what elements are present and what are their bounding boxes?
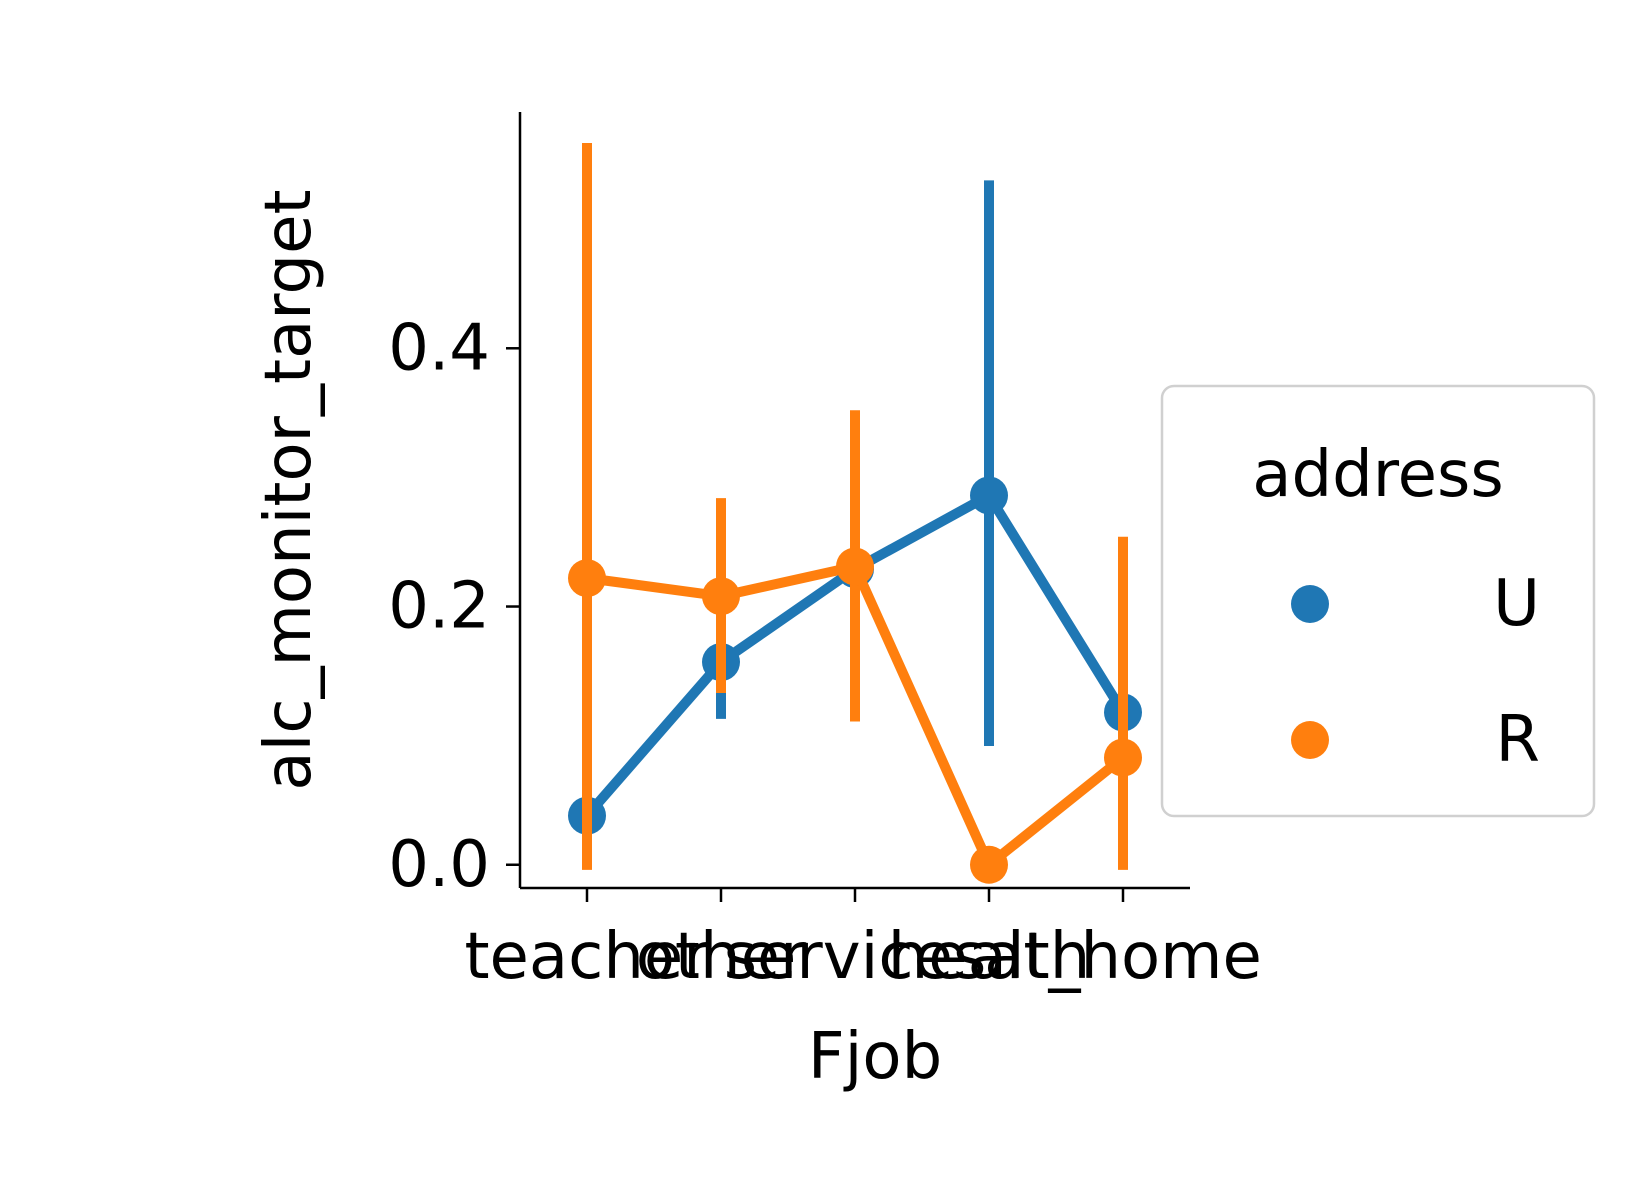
x-tick-label: at_home <box>984 920 1262 994</box>
legend-marker <box>1291 585 1329 623</box>
x-tick-label: teacher <box>464 920 710 994</box>
legend-label: U <box>1493 567 1540 641</box>
data-point <box>702 577 740 616</box>
y-ticks: 0.0 0.2 0.4 <box>388 311 520 902</box>
data-point <box>970 476 1008 515</box>
data-point <box>970 845 1008 884</box>
data-point <box>836 547 874 586</box>
legend-marker <box>1291 721 1329 759</box>
legend: address UR <box>1160 384 1596 818</box>
y-tick-label: 0.0 <box>388 828 490 902</box>
series-R <box>568 142 1142 884</box>
legend-box <box>1160 384 1596 818</box>
legend-item-R: R <box>1291 703 1540 777</box>
y-tick-label: 0.2 <box>388 570 490 644</box>
legend-title: address <box>1252 438 1503 512</box>
x-tick-label: services <box>724 920 987 994</box>
plot-area: 0.0 0.2 0.4 teacherotherserviceshealthat_h… <box>388 112 1262 994</box>
legend-items: UR <box>1291 567 1540 777</box>
y-axis-label: alc_monitor_target <box>252 189 326 790</box>
data-point <box>1104 738 1142 777</box>
x-tick-label: other <box>636 920 807 994</box>
legend-label: R <box>1496 703 1540 777</box>
x-tick-label: health <box>888 920 1091 994</box>
x-axis-label: Fjob <box>808 1020 942 1094</box>
y-tick-label: 0.4 <box>388 311 490 385</box>
series-layer <box>568 142 1142 884</box>
data-point <box>568 559 606 598</box>
legend-item-U: U <box>1291 567 1540 641</box>
